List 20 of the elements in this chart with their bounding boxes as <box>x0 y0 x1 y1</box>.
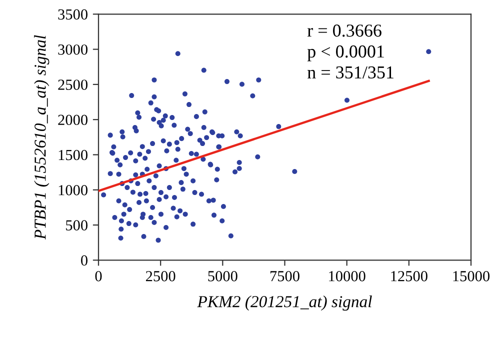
x-tick-label: 10000 <box>329 271 366 282</box>
x-tick-label: 5000 <box>208 271 238 282</box>
x-tick-label: 12500 <box>391 271 428 282</box>
x-axis-title: PKM2 (201251_at) signal <box>197 296 372 311</box>
y-tick-label: 500 <box>66 220 88 230</box>
y-tick-label: 2500 <box>58 80 88 90</box>
annotation: r = 0.3666 <box>307 24 382 37</box>
annotation: p < 0.0001 <box>307 45 384 62</box>
y-tick-label: 0 <box>81 255 88 266</box>
x-tick-label: 7500 <box>270 271 300 282</box>
y-tick-label: 2000 <box>58 114 88 126</box>
x-tick-label: 15000 <box>453 271 490 282</box>
y-tick-label: 3500 <box>58 9 88 20</box>
y-tick-label: 1500 <box>58 150 88 160</box>
y-tick-label: 3000 <box>58 44 88 55</box>
x-tick-label: 0 <box>95 271 102 282</box>
y-tick-label: 1000 <box>58 185 88 196</box>
x-tick-label: 2500 <box>146 271 176 282</box>
y-axis-title: PTBP1 (1552610_a_at) signal <box>34 35 50 240</box>
annotation: n = 351/351 <box>308 66 394 79</box>
